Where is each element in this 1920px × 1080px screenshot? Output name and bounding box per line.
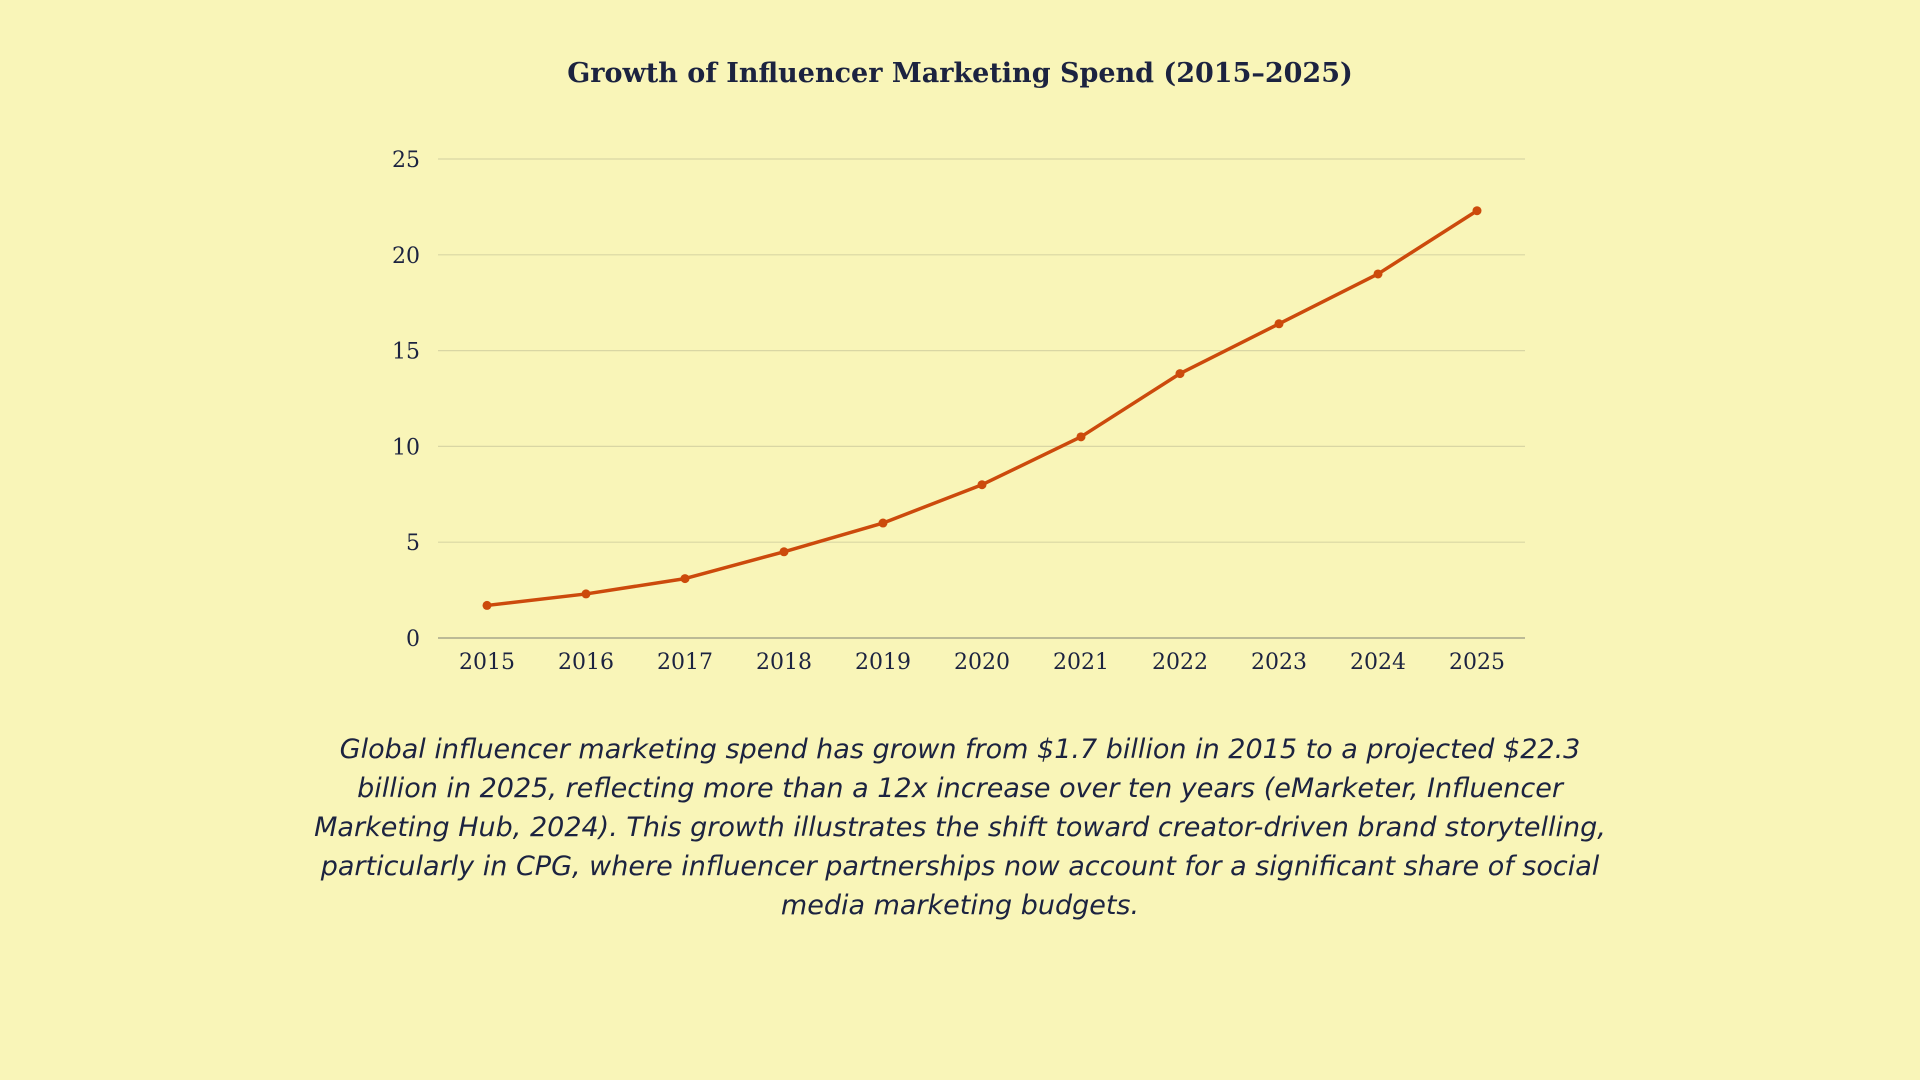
x-tick-label: 2023 [1251, 650, 1307, 675]
series-line [485, 208, 1479, 608]
gridlines [438, 158, 1525, 543]
data-point-2017 [680, 574, 690, 584]
data-point-2025 [1472, 206, 1482, 216]
chart-title: Growth of Influencer Marketing Spend (20… [567, 58, 1353, 89]
data-point-2018 [779, 547, 789, 557]
y-tick-label: 10 [392, 435, 420, 460]
chart-caption: Global influencer marketing spend has gr… [314, 734, 1606, 921]
data-point-2021 [1076, 432, 1086, 442]
data-point-2024 [1373, 269, 1383, 279]
x-tick-label: 2025 [1449, 650, 1505, 675]
x-tick-label: 2024 [1350, 650, 1406, 675]
data-point-2019 [878, 518, 888, 528]
x-tick-label: 2017 [657, 650, 713, 675]
x-tick-label: 2020 [954, 650, 1010, 675]
y-tick-label: 15 [392, 340, 420, 365]
x-tick-label: 2016 [558, 650, 614, 675]
y-tick-label: 5 [406, 531, 420, 556]
data-point-2016 [581, 589, 591, 599]
y-tick-label: 0 [406, 627, 420, 652]
x-tick-label: 2021 [1053, 650, 1109, 675]
series-layer [482, 206, 1482, 610]
x-axis: 2015 2016 2017 2018 2019 2020 2021 2022 2023 2024… [438, 637, 1525, 675]
x-tick-label: 2015 [459, 650, 515, 675]
y-tick-label: 20 [392, 244, 420, 269]
x-tick-label: 2018 [756, 650, 812, 675]
y-axis: 0 5 10 15 20 25 [392, 148, 420, 652]
data-point-2020 [977, 480, 987, 490]
y-tick-label: 25 [392, 148, 420, 173]
data-point-2015 [482, 600, 492, 610]
x-tick-label: 2022 [1152, 650, 1208, 675]
data-point-2022 [1175, 369, 1185, 379]
data-point-2023 [1274, 319, 1284, 329]
x-tick-label: 2019 [855, 650, 911, 675]
